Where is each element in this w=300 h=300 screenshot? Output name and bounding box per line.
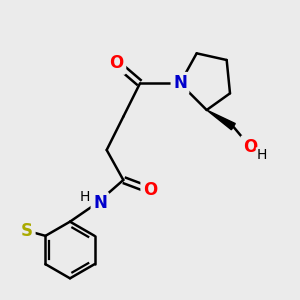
Text: S: S [21, 222, 33, 240]
Text: H: H [256, 148, 267, 162]
Text: O: O [143, 181, 157, 199]
Text: O: O [110, 54, 124, 72]
Text: H: H [80, 190, 90, 204]
Text: N: N [173, 74, 187, 92]
Text: O: O [243, 138, 257, 156]
Polygon shape [207, 110, 235, 130]
Text: N: N [93, 194, 107, 212]
